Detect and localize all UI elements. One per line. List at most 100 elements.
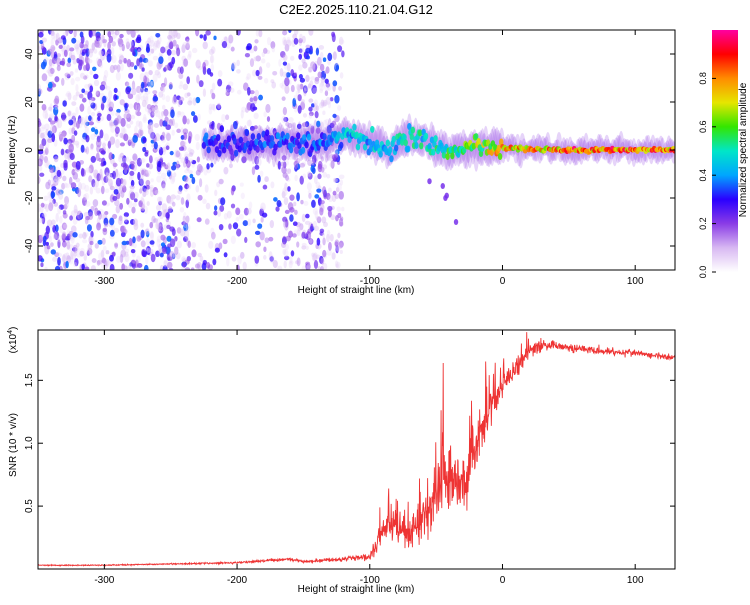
noise-blob: [99, 62, 104, 69]
signal-cell: [409, 133, 414, 141]
noise-blob: [62, 100, 67, 107]
noise-blob: [163, 109, 169, 117]
noise-blob: [301, 35, 306, 44]
noise-blob: [169, 226, 175, 232]
noise-blob: [46, 245, 51, 250]
noise-blob: [158, 115, 164, 120]
noise-blob: [186, 177, 192, 184]
noise-blob: [155, 204, 162, 211]
noise-blob: [58, 44, 63, 50]
signal-cell: [336, 131, 342, 139]
noise-blob: [230, 235, 236, 245]
noise-blob: [53, 139, 58, 147]
noise-blob: [62, 210, 67, 215]
signal-cell: [414, 141, 419, 149]
noise-blob: [324, 83, 330, 92]
signal-cell: [304, 141, 309, 149]
noise-blob: [185, 42, 190, 51]
noise-blob: [131, 87, 137, 96]
noise-blob: [189, 173, 194, 179]
noise-blob: [65, 30, 69, 37]
noise-blob: [125, 156, 130, 163]
noise-blob: [188, 152, 194, 157]
noise-blob: [103, 175, 109, 183]
noise-blob: [101, 200, 107, 206]
noise-blob: [283, 197, 289, 206]
noise-blob: [74, 68, 79, 73]
noise-blob: [85, 121, 90, 126]
noise-blob: [50, 30, 55, 37]
noise-blob: [242, 261, 247, 270]
noise-blob: [328, 153, 333, 162]
noise-blob: [296, 83, 301, 91]
noise-blob: [303, 85, 309, 91]
noise-blob: [43, 155, 49, 164]
noise-blob: [158, 211, 164, 220]
noise-blob: [296, 192, 300, 202]
stray-blob: [453, 219, 459, 225]
noise-blob: [308, 30, 313, 34]
noise-blob: [331, 252, 336, 260]
noise-blob: [109, 136, 116, 145]
noise-blob: [169, 238, 176, 248]
noise-blob: [319, 81, 324, 88]
noise-blob: [138, 87, 144, 95]
noise-blob: [292, 97, 297, 107]
noise-blob: [136, 46, 142, 53]
noise-blob: [90, 143, 94, 150]
noise-blob: [46, 159, 50, 167]
noise-blob: [42, 131, 46, 140]
noise-blob: [214, 205, 218, 211]
noise-blob: [164, 64, 170, 71]
noise-blob: [175, 150, 181, 158]
noise-blob: [108, 178, 113, 187]
noise-blob: [38, 63, 41, 70]
noise-blob: [179, 81, 183, 87]
signal-cell: [354, 131, 359, 139]
noise-blob: [58, 215, 63, 224]
signal-cell: [417, 129, 423, 137]
noise-blob: [231, 61, 237, 70]
noise-blob: [179, 66, 184, 75]
noise-blob: [70, 225, 77, 234]
noise-blob: [49, 125, 56, 135]
signal-cell: [496, 144, 502, 152]
noise-blob: [133, 222, 139, 231]
noise-blob: [82, 193, 87, 201]
noise-blob: [282, 61, 288, 66]
noise-blob: [171, 129, 175, 136]
noise-blob: [50, 219, 56, 226]
noise-blob: [260, 216, 264, 223]
signal-cell: [201, 141, 207, 149]
noise-blob: [282, 235, 287, 245]
noise-blob: [141, 203, 145, 211]
noise-blob: [139, 176, 145, 185]
noise-blob: [253, 45, 258, 52]
noise-blob: [90, 155, 97, 163]
noise-blob: [297, 94, 302, 102]
noise-blob: [292, 33, 298, 40]
noise-blob: [152, 73, 158, 83]
noise-blob: [313, 225, 320, 232]
noise-blob: [152, 95, 159, 102]
noise-blob: [64, 72, 70, 77]
noise-blob: [172, 30, 178, 38]
noise-blob: [132, 218, 138, 227]
noise-blob: [90, 265, 96, 270]
noise-blob: [86, 224, 92, 232]
noise-blob: [51, 175, 56, 183]
noise-blob: [206, 163, 210, 170]
snr-x-tick-label: -200: [227, 575, 247, 586]
noise-blob: [254, 230, 261, 236]
noise-blob: [174, 246, 179, 255]
noise-blob: [182, 215, 187, 223]
noise-blob: [251, 69, 257, 77]
noise-blob: [307, 83, 312, 89]
noise-blob: [306, 182, 312, 191]
noise-blob: [282, 187, 288, 197]
noise-blob: [99, 148, 105, 154]
noise-blob: [258, 152, 262, 159]
noise-blob: [54, 104, 59, 111]
noise-blob: [131, 83, 136, 93]
noise-blob: [38, 45, 41, 53]
